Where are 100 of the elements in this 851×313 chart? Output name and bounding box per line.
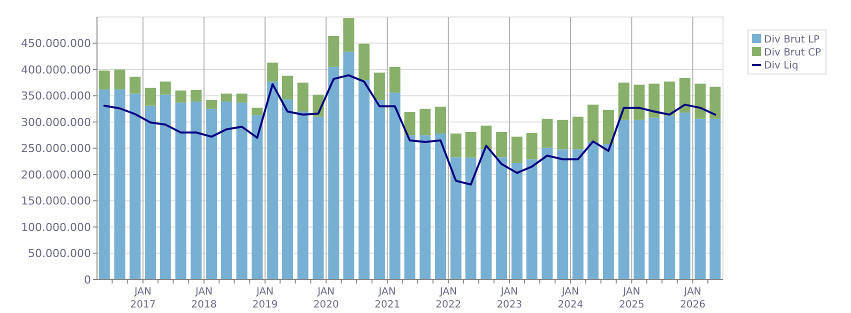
bar	[130, 76, 141, 94]
bar	[389, 92, 400, 280]
line-series	[103, 74, 716, 186]
bar	[542, 118, 553, 148]
bar	[542, 148, 553, 280]
bar	[420, 108, 431, 136]
bar	[160, 82, 171, 95]
bar	[206, 100, 218, 109]
bar	[267, 82, 278, 280]
bar	[648, 118, 660, 280]
x-tick-label: JAN 2020	[313, 286, 339, 310]
bar	[618, 82, 630, 120]
bar	[572, 116, 584, 150]
bar	[145, 88, 156, 106]
bar	[480, 149, 492, 280]
bar	[465, 158, 476, 280]
bar	[358, 44, 370, 80]
y-tick-label: 400.000.000	[21, 63, 91, 76]
y-tick-label: 0	[84, 273, 91, 286]
bar	[190, 90, 202, 102]
bar	[465, 132, 476, 158]
bar	[694, 118, 706, 280]
bar	[328, 36, 340, 67]
bar	[297, 82, 308, 112]
bar	[374, 100, 385, 280]
bar	[404, 135, 416, 280]
bar	[664, 82, 675, 116]
bar	[710, 86, 721, 119]
x-tick-label: JAN 2026	[680, 286, 706, 310]
x-tick-label: JAN 2019	[252, 286, 278, 310]
bar	[267, 62, 278, 82]
bar	[328, 66, 340, 280]
bar	[160, 94, 171, 280]
bar	[130, 94, 141, 280]
bar	[435, 134, 446, 280]
bar	[389, 66, 400, 93]
bar	[634, 120, 645, 280]
bar	[145, 106, 156, 280]
y-tick-label: 350.000.000	[21, 90, 91, 103]
bar	[511, 136, 522, 163]
bar	[634, 84, 645, 120]
bar	[220, 102, 232, 280]
bar	[98, 70, 110, 90]
bar	[710, 118, 721, 280]
bar	[190, 102, 202, 280]
y-tick-label: 250.000.000	[21, 142, 91, 156]
bar	[252, 115, 263, 280]
bar	[511, 162, 522, 280]
bar	[206, 108, 218, 280]
bar	[175, 102, 186, 280]
bar	[588, 104, 599, 142]
y-tick-label: 100.000.000	[21, 220, 91, 234]
bar	[297, 112, 308, 280]
bar	[480, 126, 492, 150]
bar	[358, 80, 370, 280]
bar	[236, 94, 248, 103]
bar	[282, 99, 293, 280]
legend-label: Div Brut LP	[764, 34, 820, 46]
x-tick-label: JAN 2021	[374, 286, 400, 310]
bar	[496, 157, 508, 280]
bar	[450, 157, 462, 280]
y-tick-label: 200.000.000	[21, 168, 91, 182]
x-tick-label: JAN 2023	[496, 286, 522, 310]
bar	[679, 112, 690, 280]
bar	[282, 76, 293, 100]
y-tick-label: 300.000.000	[21, 116, 91, 129]
bar	[236, 102, 248, 280]
bar	[220, 94, 232, 102]
bar	[526, 133, 538, 160]
bar	[618, 120, 630, 280]
bar	[694, 84, 706, 119]
y-tick-label: 50.000.000	[28, 247, 91, 260]
bar	[588, 142, 599, 280]
x-tick-label: JAN 2017	[130, 286, 156, 310]
y-tick-label: 150.000.000	[21, 194, 91, 208]
x-tick-label: JAN 2024	[558, 286, 584, 310]
bar	[98, 89, 110, 280]
bar	[175, 90, 186, 103]
bar	[114, 89, 126, 280]
legend-label: Div Liq	[764, 60, 798, 72]
bar	[420, 135, 431, 280]
bar	[557, 120, 568, 150]
bar	[450, 134, 462, 158]
legend-label: Div Brut CP	[764, 48, 821, 58]
bar	[648, 84, 660, 118]
x-tick-label: JAN 2022	[436, 286, 462, 310]
bar	[679, 78, 690, 113]
bar	[602, 110, 614, 144]
bar	[557, 149, 568, 280]
bar	[572, 149, 584, 280]
bar	[114, 70, 126, 90]
bar	[312, 116, 324, 280]
bar	[252, 108, 263, 116]
bar	[343, 52, 354, 280]
bar	[664, 116, 675, 280]
bar	[374, 72, 385, 100]
bar	[526, 159, 538, 280]
bar	[496, 132, 508, 158]
bar	[343, 18, 354, 52]
y-tick-label: 450.000.000	[21, 37, 91, 50]
